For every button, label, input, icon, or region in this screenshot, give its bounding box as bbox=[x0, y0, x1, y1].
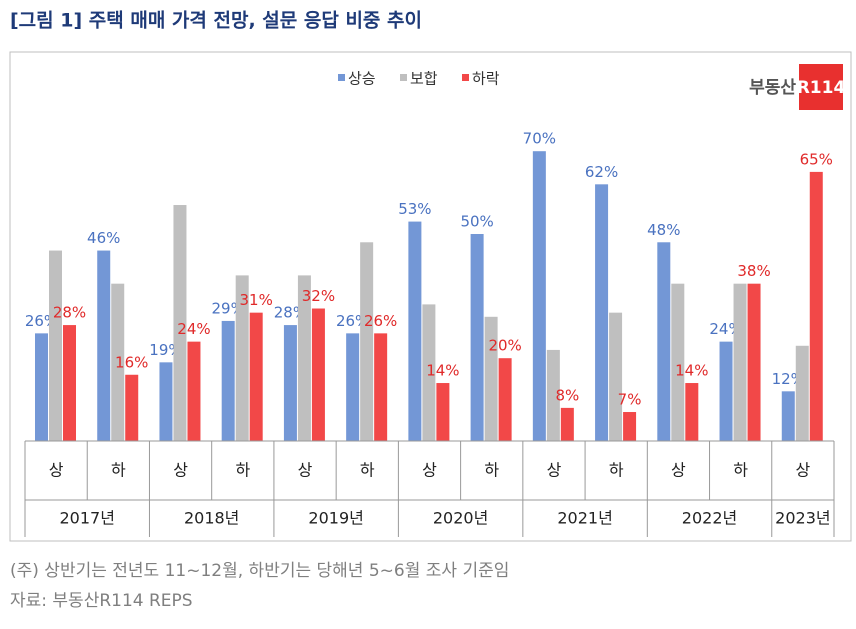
x-tick-label: 상 bbox=[298, 461, 313, 480]
x-tick-label: 하 bbox=[609, 461, 624, 480]
bar bbox=[125, 374, 139, 441]
value-label: 62% bbox=[585, 163, 618, 181]
legend-swatch bbox=[338, 74, 345, 81]
bar bbox=[297, 275, 311, 441]
bar bbox=[283, 325, 297, 441]
bar bbox=[795, 345, 809, 441]
bar bbox=[408, 221, 422, 441]
value-label: 70% bbox=[523, 130, 556, 148]
bar bbox=[35, 333, 48, 441]
legend-swatch bbox=[462, 74, 469, 81]
x-tick-label: 상 bbox=[796, 461, 811, 480]
bar bbox=[173, 205, 187, 441]
group-label: 2022년 bbox=[682, 509, 737, 528]
bar bbox=[470, 234, 484, 441]
chart-frame bbox=[9, 51, 852, 542]
bar bbox=[623, 412, 637, 441]
legend-label: 상승 bbox=[348, 70, 376, 88]
bar bbox=[49, 250, 62, 441]
value-label: 50% bbox=[460, 213, 493, 231]
value-label: 32% bbox=[302, 287, 335, 305]
value-label: 53% bbox=[398, 200, 431, 218]
x-tick-label: 상 bbox=[422, 461, 437, 480]
x-tick-label: 상 bbox=[49, 461, 64, 480]
legend-swatch bbox=[400, 74, 407, 81]
value-label: 46% bbox=[87, 229, 120, 247]
chart-title: [그림 1] 주택 매매 가격 전망, 설문 응답 비중 추이 bbox=[10, 10, 422, 32]
bar bbox=[249, 312, 263, 441]
logo-box bbox=[799, 64, 843, 110]
bar bbox=[733, 283, 747, 441]
value-label: 20% bbox=[488, 337, 521, 355]
bar bbox=[781, 391, 795, 441]
x-tick-label: 하 bbox=[111, 461, 126, 480]
x-tick-label: 하 bbox=[235, 461, 250, 480]
value-label: 14% bbox=[675, 362, 708, 380]
bar bbox=[360, 242, 374, 441]
value-label: 48% bbox=[647, 221, 680, 239]
value-label: 28% bbox=[53, 304, 86, 322]
bar bbox=[63, 325, 76, 441]
value-label: 7% bbox=[618, 391, 642, 409]
bar bbox=[187, 341, 201, 441]
logo-mark: R114 bbox=[797, 78, 846, 98]
group-label: 2020년 bbox=[433, 509, 488, 528]
source: 자료: 부동산R114 REPS bbox=[10, 591, 193, 611]
group-label: 2018년 bbox=[184, 509, 239, 528]
note: (주) 상반기는 전년도 11~12월, 하반기는 당해년 5~6월 조사 기준… bbox=[10, 561, 509, 581]
bar bbox=[97, 250, 111, 441]
bar bbox=[159, 362, 173, 441]
group-label: 2023년 bbox=[775, 509, 830, 528]
value-label: 14% bbox=[426, 362, 459, 380]
value-label: 16% bbox=[115, 353, 148, 371]
bar bbox=[221, 320, 235, 441]
value-label: 31% bbox=[240, 291, 273, 309]
bar bbox=[609, 312, 623, 441]
bar bbox=[484, 316, 498, 441]
bar bbox=[498, 358, 512, 441]
bar bbox=[311, 308, 325, 441]
bar bbox=[422, 304, 436, 441]
group-label: 2017년 bbox=[60, 509, 115, 528]
value-label: 65% bbox=[800, 150, 833, 168]
bar bbox=[747, 283, 761, 441]
bar bbox=[346, 333, 360, 441]
legend-label: 하락 bbox=[472, 70, 500, 88]
bar bbox=[671, 283, 685, 441]
bar bbox=[532, 151, 546, 441]
x-tick-label: 하 bbox=[733, 461, 748, 480]
bar bbox=[595, 184, 609, 441]
x-tick-label: 상 bbox=[547, 461, 562, 480]
bar bbox=[657, 242, 671, 441]
group-label: 2019년 bbox=[308, 509, 363, 528]
legend-label: 보합 bbox=[410, 70, 438, 88]
x-tick-label: 하 bbox=[360, 461, 375, 480]
bar bbox=[560, 407, 574, 441]
bar bbox=[719, 341, 733, 441]
value-label: 38% bbox=[737, 262, 770, 280]
bar bbox=[111, 283, 125, 441]
bar bbox=[374, 333, 388, 441]
x-tick-label: 상 bbox=[671, 461, 686, 480]
value-label: 8% bbox=[555, 386, 579, 404]
bar bbox=[436, 383, 450, 441]
x-tick-label: 하 bbox=[484, 461, 499, 480]
bar bbox=[546, 349, 560, 441]
bar bbox=[809, 171, 823, 441]
value-label: 24% bbox=[177, 320, 210, 338]
bar bbox=[685, 383, 699, 441]
logo-text: 부동산 bbox=[749, 78, 796, 98]
value-label: 26% bbox=[364, 312, 397, 330]
x-tick-label: 상 bbox=[173, 461, 188, 480]
bar bbox=[235, 275, 249, 441]
group-label: 2021년 bbox=[557, 509, 612, 528]
